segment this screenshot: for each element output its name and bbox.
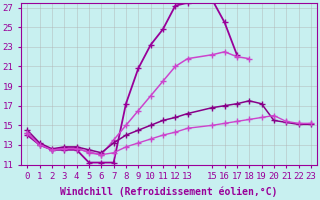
X-axis label: Windchill (Refroidissement éolien,°C): Windchill (Refroidissement éolien,°C)	[60, 187, 278, 197]
